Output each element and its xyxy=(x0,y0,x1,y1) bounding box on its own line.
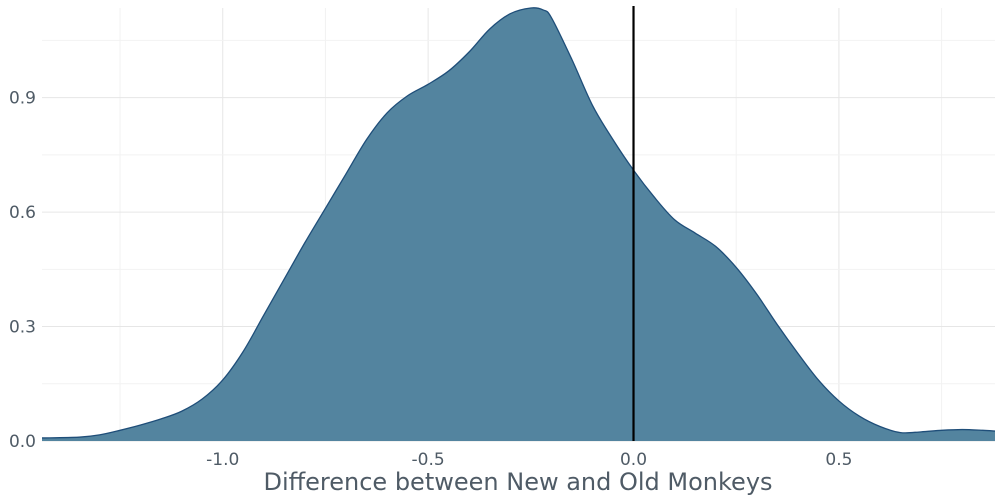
x-axis-title: Difference between New and Old Monkeys xyxy=(263,468,772,496)
y-tick-label: 0.3 xyxy=(9,318,36,338)
density-fill xyxy=(42,7,995,441)
density-area xyxy=(41,7,996,441)
x-axis-ticks: -1.0 -0.5 0.0 0.5 xyxy=(206,450,852,470)
x-tick-label: 0.5 xyxy=(825,450,852,470)
x-tick-label: 0.0 xyxy=(620,450,647,470)
y-tick-label: 0.9 xyxy=(9,89,36,109)
y-tick-label: 0.6 xyxy=(9,203,36,223)
y-axis-ticks: 0.0 0.3 0.6 0.9 xyxy=(9,89,36,452)
x-tick-label: -0.5 xyxy=(412,450,445,470)
density-curve xyxy=(41,7,996,439)
y-tick-label: 0.0 xyxy=(9,432,36,452)
x-tick-label: -1.0 xyxy=(206,450,239,470)
